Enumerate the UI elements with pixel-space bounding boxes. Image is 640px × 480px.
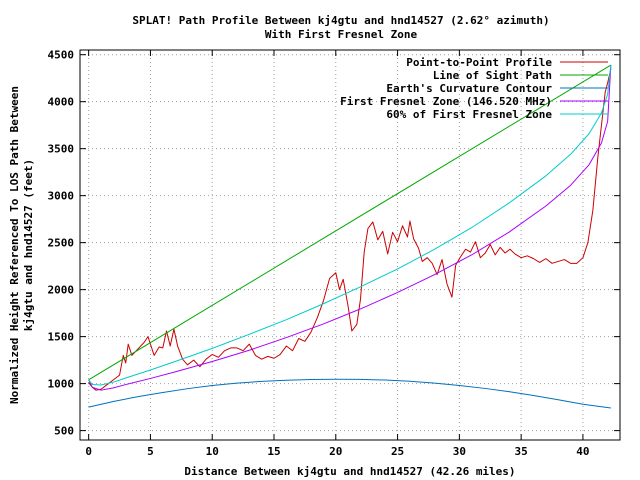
series-line-line-of-sight-path: [88, 64, 612, 381]
legend-label: 60% of First Fresnel Zone: [386, 108, 552, 121]
y-axis-label-line2: kj4gtu and hnd14527 (feet): [22, 159, 35, 331]
x-tick-label: 10: [206, 445, 219, 458]
x-tick-label: 0: [85, 445, 92, 458]
x-tick-label: 5: [147, 445, 154, 458]
y-tick-label: 1000: [48, 378, 75, 391]
y-tick-label: 4500: [48, 49, 75, 62]
y-tick-label: 3500: [48, 143, 75, 156]
grid: [80, 50, 620, 440]
y-tick-label: 1500: [48, 331, 75, 344]
legend-label: Point-to-Point Profile: [406, 56, 552, 69]
series-line-first-fresnel-zone-146-520-mhz: [88, 65, 612, 391]
x-tick-label: 20: [329, 445, 342, 458]
chart-title-line1: SPLAT! Path Profile Between kj4gtu and h…: [132, 14, 549, 27]
y-tick-label: 2000: [48, 284, 75, 297]
y-tick-label: 2500: [48, 237, 75, 250]
legend-label: Earth's Curvature Contour: [386, 82, 552, 95]
x-tick-label: 40: [576, 445, 589, 458]
x-tick-label: 35: [515, 445, 528, 458]
chart-title-line2: With First Fresnel Zone: [265, 28, 418, 41]
x-tick-label: 25: [391, 445, 404, 458]
x-axis-label: Distance Between kj4gtu and hnd14527 (42…: [184, 465, 515, 478]
series-group: [88, 64, 612, 409]
legend-label: Line of Sight Path: [433, 69, 552, 82]
legend-label: First Fresnel Zone (146.520 MHz): [340, 95, 552, 108]
series-line-point-to-point-profile: [88, 68, 612, 391]
plot-frame: [79, 49, 621, 441]
y-tick-label: 500: [54, 425, 74, 438]
x-tick-label: 15: [267, 445, 280, 458]
y-axis-label-line1: Normalized Height Referenced To LOS Path…: [8, 86, 21, 404]
ticks: 500 1000 1500 2000 2500 3000 3500 4000 4500 0 5 10 1…: [48, 49, 620, 458]
y-tick-label: 4000: [48, 96, 75, 109]
series-line-earth-s-curvature-contour: [88, 378, 611, 409]
y-tick-label: 3000: [48, 190, 75, 203]
series-line-60-of-first-fresnel-zone: [88, 64, 612, 386]
x-tick-label: 30: [453, 445, 466, 458]
